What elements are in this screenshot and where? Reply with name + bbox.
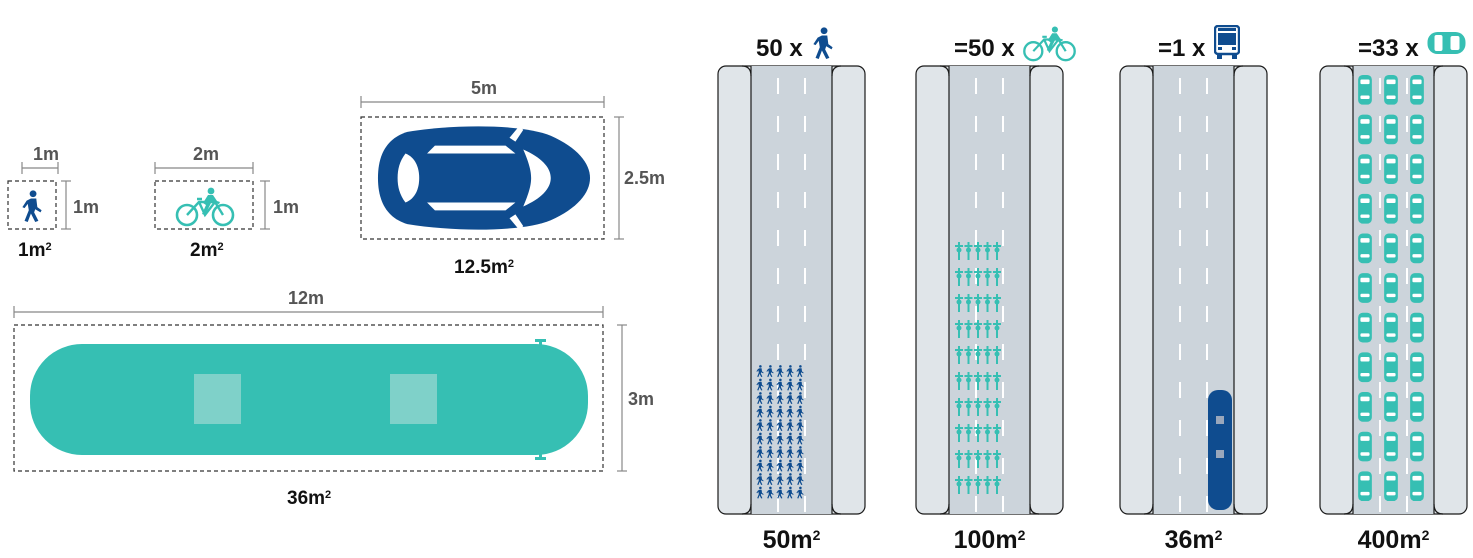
- bus-icon: [1214, 25, 1240, 59]
- car-mark: [1410, 312, 1424, 343]
- car-mark: [1384, 114, 1398, 145]
- car-mark: [1410, 392, 1424, 422]
- car-mark: [1410, 154, 1424, 184]
- pedestrian-icon: [22, 190, 42, 222]
- pedestrian-icon: [813, 27, 833, 59]
- car-mark: [1358, 352, 1372, 383]
- pedestrian-height-label: 1m: [73, 197, 99, 217]
- road-area-pedestrians: 50m2: [763, 526, 821, 554]
- road-area-cars: 400m2: [1358, 526, 1430, 554]
- bicycle-footprint: 2m 1m 2m2: [154, 144, 299, 261]
- car-mark: [1410, 74, 1424, 105]
- road-contents-cars: [1358, 74, 1424, 502]
- car-mark: [1410, 352, 1424, 383]
- pedestrian-footprint: 1m 1m 1m2: [7, 144, 99, 261]
- car-mark: [1358, 392, 1372, 422]
- car-mark: [1410, 114, 1424, 145]
- road-comparison: 50 x 50m2 =50 x 100m2 =1 x 36m2 =33 x 400m2: [717, 25, 1468, 554]
- bus-icon: [30, 339, 588, 460]
- bicycle-height-label: 1m: [273, 197, 299, 217]
- car-width-label: 5m: [471, 78, 497, 98]
- car-footprint: 5m 2.5m 12.5m2: [360, 78, 665, 278]
- road-header-cars: =33 x: [1358, 35, 1419, 62]
- bus-width-label: 12m: [288, 288, 324, 308]
- car-mark: [1358, 193, 1372, 224]
- road-header-bus: =1 x: [1158, 35, 1206, 62]
- bus-area-label: 36m2: [287, 488, 331, 509]
- bicycle-icon: [175, 187, 235, 227]
- car-mark: [1384, 154, 1398, 184]
- road-header-bicycles: =50 x: [954, 35, 1015, 62]
- car-mark: [1384, 233, 1398, 264]
- car-icon: [1427, 32, 1466, 54]
- bus-height-label: 3m: [628, 389, 654, 409]
- car-mark: [1384, 471, 1398, 502]
- car-mark: [1358, 273, 1372, 303]
- car-mark: [1410, 431, 1424, 462]
- car-mark: [1410, 233, 1424, 264]
- road-surface: [949, 66, 1030, 514]
- car-mark: [1358, 431, 1372, 462]
- car-mark: [1384, 431, 1398, 462]
- car-mark: [1410, 193, 1424, 224]
- bicycle-icon: [1023, 26, 1076, 62]
- car-mark: [1358, 114, 1372, 145]
- car-mark: [1358, 312, 1372, 343]
- road-area-bus: 36m2: [1165, 526, 1223, 554]
- road-panel-bicycles: =50 x 100m2: [915, 26, 1076, 554]
- car-mark: [1384, 312, 1398, 343]
- car-icon: [377, 125, 591, 231]
- road-panel-pedestrians: 50 x 50m2: [717, 27, 866, 554]
- car-height-label: 2.5m: [624, 168, 665, 188]
- car-mark: [1384, 392, 1398, 422]
- road-area-bicycles: 100m2: [954, 526, 1026, 554]
- car-mark: [1410, 471, 1424, 502]
- car-area-label: 12.5m2: [454, 257, 514, 278]
- car-mark: [1384, 193, 1398, 224]
- road-panel-cars: =33 x 400m2: [1319, 32, 1468, 554]
- road-contents-bus: [1208, 390, 1232, 510]
- car-mark: [1358, 154, 1372, 184]
- car-mark: [1384, 74, 1398, 105]
- bus-footprint: 12m 3m 36m2: [13, 288, 654, 509]
- road-header-pedestrians: 50 x: [756, 35, 803, 62]
- car-mark: [1358, 233, 1372, 264]
- bicycle-area-label: 2m2: [190, 240, 224, 261]
- car-mark: [1384, 273, 1398, 303]
- car-mark: [1384, 352, 1398, 383]
- road-panel-bus: =1 x 36m2: [1119, 25, 1268, 554]
- car-mark: [1358, 74, 1372, 105]
- bicycle-width-label: 2m: [193, 144, 219, 164]
- pedestrian-area-label: 1m2: [18, 240, 52, 261]
- pedestrian-width-label: 1m: [33, 144, 59, 164]
- car-mark: [1358, 471, 1372, 502]
- car-mark: [1410, 273, 1424, 303]
